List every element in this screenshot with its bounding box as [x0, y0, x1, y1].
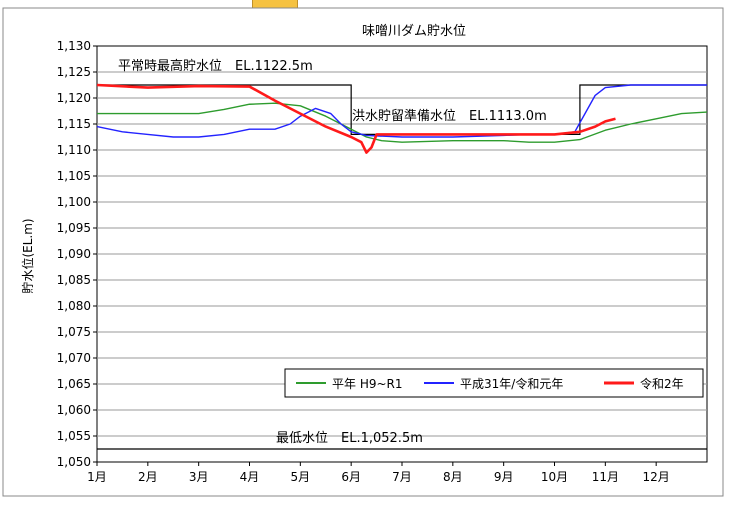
- x-tick-label: 12月: [643, 470, 670, 484]
- x-tick-label: 11月: [592, 470, 619, 484]
- y-tick-label: 1,060: [57, 403, 91, 417]
- x-tick-label: 9月: [494, 470, 514, 484]
- series-lines: [96, 83, 708, 154]
- series-line-2019: [96, 84, 707, 138]
- y-tick-label: 1,125: [57, 65, 91, 79]
- top-tab-decoration: [252, 0, 298, 8]
- y-tick-label: 1,085: [57, 273, 91, 287]
- y-tick-label: 1,110: [57, 143, 91, 157]
- y-tick-label: 1,080: [57, 299, 91, 313]
- x-tick-label: 1月: [87, 470, 107, 484]
- y-tick-label: 1,130: [57, 39, 91, 53]
- y-axis-label: 貯水位(EL.m): [20, 218, 35, 293]
- x-tick-label: 6月: [341, 470, 361, 484]
- y-tick-label: 1,090: [57, 247, 91, 261]
- y-tick-label: 1,105: [57, 169, 91, 183]
- y-tick-label: 1,095: [57, 221, 91, 235]
- y-tick-label: 1,075: [57, 325, 91, 339]
- legend-label-2019: 平成31年/令和元年: [460, 376, 563, 391]
- y-tick-label: 1,065: [57, 377, 91, 391]
- x-tick-label: 8月: [443, 470, 463, 484]
- x-tick-label: 5月: [291, 470, 311, 484]
- series-line-normal: [97, 102, 708, 143]
- y-tick-label: 1,100: [57, 195, 91, 209]
- x-tick-label: 4月: [240, 470, 260, 484]
- y-axis-ticks: 1,050 1,055 1,060 1,065 1,070 1,075 1,080 1,085…: [57, 39, 97, 469]
- y-tick-label: 1,070: [57, 351, 91, 365]
- annotation-normal-max: 平常時最高貯水位 EL.1122.5m: [118, 58, 313, 74]
- y-tick-label: 1,055: [57, 429, 91, 443]
- annotation-min-level: 最低水位 EL.1,052.5m: [276, 431, 423, 446]
- x-tick-label: 10月: [541, 470, 568, 484]
- x-tick-label: 2月: [138, 470, 158, 484]
- series-line-2020: [96, 83, 616, 154]
- x-axis-ticks: 1月 2月 3月 4月 5月 6月 7月 8月 9月 10月 11月 12月: [87, 462, 670, 484]
- y-tick-label: 1,050: [57, 455, 91, 469]
- x-tick-label: 7月: [392, 470, 412, 484]
- legend-label-normal: 平年 H9~R1: [332, 377, 403, 391]
- legend-label-2020: 令和2年: [640, 376, 684, 391]
- x-tick-label: 3月: [189, 470, 209, 484]
- annotation-flood-prep: 洪水貯留準備水位 EL.1113.0m: [352, 108, 547, 124]
- y-tick-label: 1,115: [57, 117, 91, 131]
- legend: 平年 H9~R1 平成31年/令和元年 令和2年: [284, 368, 704, 398]
- chart-title: 味噌川ダム貯水位: [362, 24, 466, 39]
- y-tick-label: 1,120: [57, 91, 91, 105]
